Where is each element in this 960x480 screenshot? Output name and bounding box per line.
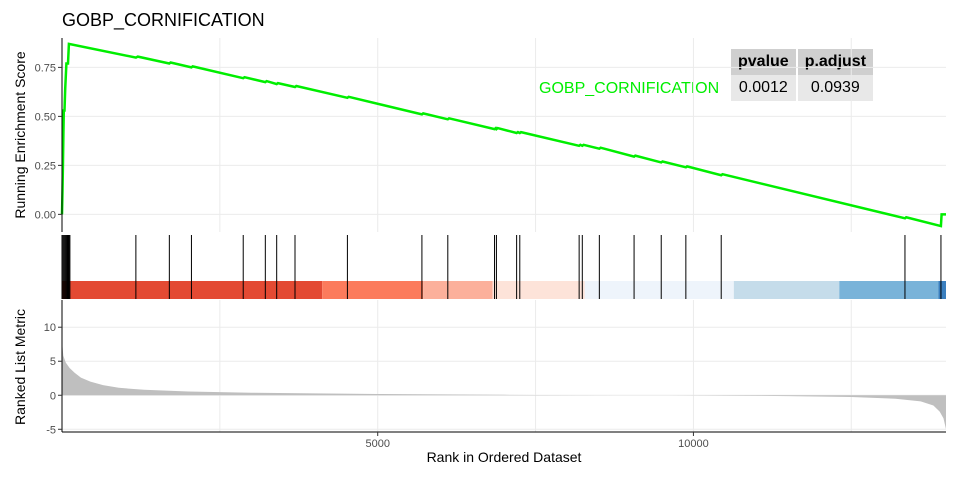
- metric-y-tick-label: -5: [46, 424, 56, 436]
- stats-table: pvalue p.adjust 0.0012 0.0939: [729, 49, 875, 101]
- rank-color-band: [62, 281, 323, 299]
- x-tick-label: 10000: [678, 438, 709, 450]
- es-y-tick-label: 0.75: [35, 62, 56, 74]
- es-y-ticks: 0.00 0.25 0.50 0.75: [35, 62, 62, 221]
- metric-y-ticks: -5 0 5 10: [44, 322, 62, 436]
- es-y-tick-label: 0.00: [35, 209, 56, 221]
- stats-header-padjust: p.adjust: [797, 49, 874, 75]
- stats-value-pvalue: 0.0012: [731, 75, 796, 101]
- rank-color-band: [584, 281, 734, 299]
- stats-value-padjust: 0.0939: [797, 75, 874, 101]
- x-tick-label: 5000: [365, 438, 389, 450]
- metric-x-ticks: 5000 10000: [365, 432, 709, 450]
- metric-area: [62, 340, 946, 430]
- hit-panel: [61, 235, 946, 299]
- plot-title: GOBP_CORNIFICATION: [62, 10, 265, 30]
- es-panel: 0.00 0.25 0.50 0.75 Running Enrichment Scor…: [12, 38, 946, 232]
- x-axis-label: Rank in Ordered Dataset: [427, 449, 582, 465]
- metric-gridlines: [62, 300, 946, 432]
- metric-y-tick-label: 5: [50, 356, 56, 368]
- stats-header-pvalue: pvalue: [731, 49, 796, 75]
- metric-panel: -5 0 5 10 5000 10000 Ranked List Metric Rank…: [12, 300, 946, 465]
- rank-color-band: [492, 281, 585, 299]
- es-y-tick-label: 0.50: [35, 111, 56, 123]
- es-y-axis-label: Running Enrichment Score: [12, 51, 28, 219]
- metric-y-tick-label: 10: [44, 322, 56, 334]
- es-y-tick-label: 0.25: [35, 160, 56, 172]
- metric-y-tick-label: 0: [50, 390, 56, 402]
- rank-color-band: [733, 281, 840, 299]
- rank-color-band: [839, 281, 939, 299]
- rank-color-band: [322, 281, 424, 299]
- es-curve: [60, 42, 946, 228]
- rank-color-band: [423, 281, 493, 299]
- gene-hit-ticks: [61, 235, 942, 299]
- rank-color-bands: [62, 281, 946, 299]
- rank-color-band: [938, 281, 946, 299]
- metric-y-axis-label: Ranked List Metric: [12, 309, 28, 425]
- gene-set-label: GOBP_CORNIFICATION: [539, 80, 720, 97]
